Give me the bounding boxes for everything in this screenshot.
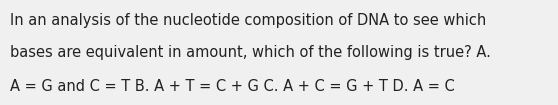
Text: bases are equivalent in amount, which of the following is true? A.: bases are equivalent in amount, which of… — [10, 45, 491, 60]
Text: In an analysis of the nucleotide composition of DNA to see which: In an analysis of the nucleotide composi… — [10, 14, 486, 28]
Text: A = G and C = T B. A + T = C + G C. A + C = G + T D. A = C: A = G and C = T B. A + T = C + G C. A + … — [10, 79, 455, 94]
